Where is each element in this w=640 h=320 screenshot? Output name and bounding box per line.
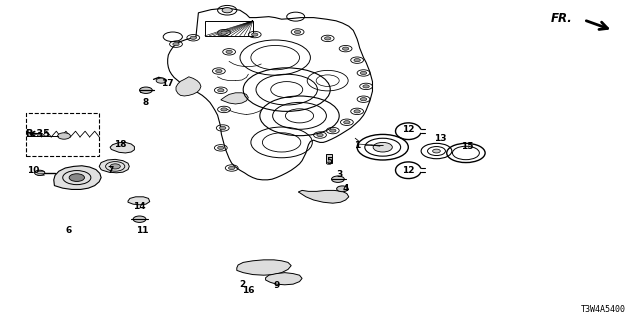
Circle shape [324, 37, 331, 40]
Text: 7: 7 [107, 166, 113, 175]
Circle shape [344, 121, 350, 124]
Circle shape [337, 186, 348, 192]
Text: 14: 14 [133, 202, 146, 211]
Circle shape [354, 110, 360, 113]
Circle shape [433, 149, 440, 153]
Circle shape [363, 85, 369, 88]
Text: 2: 2 [239, 280, 245, 289]
Circle shape [216, 69, 222, 73]
Text: B-35: B-35 [25, 129, 49, 139]
Polygon shape [298, 190, 349, 203]
Polygon shape [326, 154, 332, 163]
Text: 17: 17 [161, 79, 174, 88]
Text: 10: 10 [27, 166, 40, 175]
Circle shape [133, 216, 146, 222]
Circle shape [35, 170, 45, 175]
Text: 5: 5 [326, 157, 333, 166]
Text: 4: 4 [342, 184, 349, 193]
Circle shape [360, 71, 367, 75]
Circle shape [373, 142, 392, 152]
Text: 12: 12 [402, 166, 415, 175]
Circle shape [58, 133, 70, 139]
Text: 13: 13 [434, 134, 447, 143]
Polygon shape [266, 273, 302, 285]
Polygon shape [205, 21, 253, 36]
Circle shape [326, 162, 332, 164]
Polygon shape [99, 159, 129, 173]
Circle shape [222, 8, 232, 13]
Circle shape [252, 33, 258, 36]
Circle shape [221, 108, 227, 111]
Circle shape [354, 59, 360, 62]
Circle shape [330, 129, 336, 132]
Text: 18: 18 [114, 140, 127, 149]
Polygon shape [237, 260, 291, 275]
Text: 3: 3 [336, 170, 342, 179]
Text: 15: 15 [461, 142, 474, 151]
Circle shape [342, 47, 349, 50]
Polygon shape [176, 77, 201, 96]
Circle shape [140, 87, 152, 93]
Circle shape [218, 89, 224, 92]
Circle shape [69, 174, 84, 181]
Polygon shape [110, 142, 134, 153]
Text: 8: 8 [143, 98, 149, 107]
Polygon shape [54, 166, 101, 189]
Polygon shape [140, 88, 144, 92]
Text: 9: 9 [273, 281, 280, 290]
Text: 6: 6 [66, 226, 72, 235]
Circle shape [228, 166, 235, 170]
Text: FR.: FR. [551, 12, 573, 25]
Polygon shape [168, 8, 372, 180]
Polygon shape [128, 197, 150, 205]
Circle shape [173, 43, 179, 46]
Text: 12: 12 [402, 125, 415, 134]
Circle shape [220, 126, 226, 130]
Circle shape [294, 30, 301, 34]
Circle shape [190, 36, 196, 39]
Circle shape [360, 98, 367, 101]
Circle shape [332, 176, 344, 182]
Text: 1: 1 [354, 141, 360, 150]
Circle shape [110, 164, 120, 169]
Text: T3W4A5400: T3W4A5400 [581, 305, 626, 314]
Text: 16: 16 [242, 286, 255, 295]
Text: 11: 11 [136, 226, 148, 235]
Circle shape [218, 146, 224, 149]
Circle shape [226, 50, 232, 53]
Circle shape [156, 78, 166, 83]
Circle shape [317, 133, 323, 137]
Circle shape [221, 31, 227, 34]
Polygon shape [221, 93, 248, 104]
